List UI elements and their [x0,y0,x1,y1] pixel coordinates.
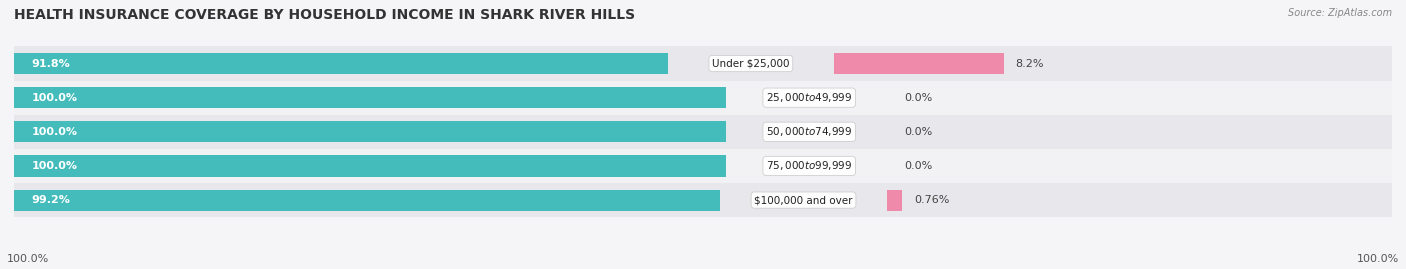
Bar [14,189,720,211]
Text: $100,000 and over: $100,000 and over [754,195,853,205]
Bar [14,115,1392,149]
Text: HEALTH INSURANCE COVERAGE BY HOUSEHOLD INCOME IN SHARK RIVER HILLS: HEALTH INSURANCE COVERAGE BY HOUSEHOLD I… [14,8,636,22]
Bar [14,47,1392,81]
Text: 100.0%: 100.0% [31,93,77,103]
Text: 0.0%: 0.0% [904,161,932,171]
Bar [14,121,725,142]
Bar [834,53,1004,74]
Text: $50,000 to $74,999: $50,000 to $74,999 [766,125,852,138]
Text: Under $25,000: Under $25,000 [711,59,790,69]
Bar [14,149,1392,183]
Bar [887,189,903,211]
Text: $75,000 to $99,999: $75,000 to $99,999 [766,160,852,172]
Text: 0.76%: 0.76% [914,195,949,205]
Text: 0.0%: 0.0% [904,127,932,137]
Bar [14,53,668,74]
Bar [14,87,725,108]
Bar [14,183,1392,217]
Text: 91.8%: 91.8% [31,59,70,69]
Text: 100.0%: 100.0% [1357,254,1399,264]
Text: 100.0%: 100.0% [31,127,77,137]
Bar [14,155,725,176]
Text: Source: ZipAtlas.com: Source: ZipAtlas.com [1288,8,1392,18]
Text: 8.2%: 8.2% [1015,59,1043,69]
Text: $25,000 to $49,999: $25,000 to $49,999 [766,91,852,104]
Text: 100.0%: 100.0% [7,254,49,264]
Bar [14,81,1392,115]
Text: 99.2%: 99.2% [31,195,70,205]
Text: 0.0%: 0.0% [904,93,932,103]
Text: 100.0%: 100.0% [31,161,77,171]
